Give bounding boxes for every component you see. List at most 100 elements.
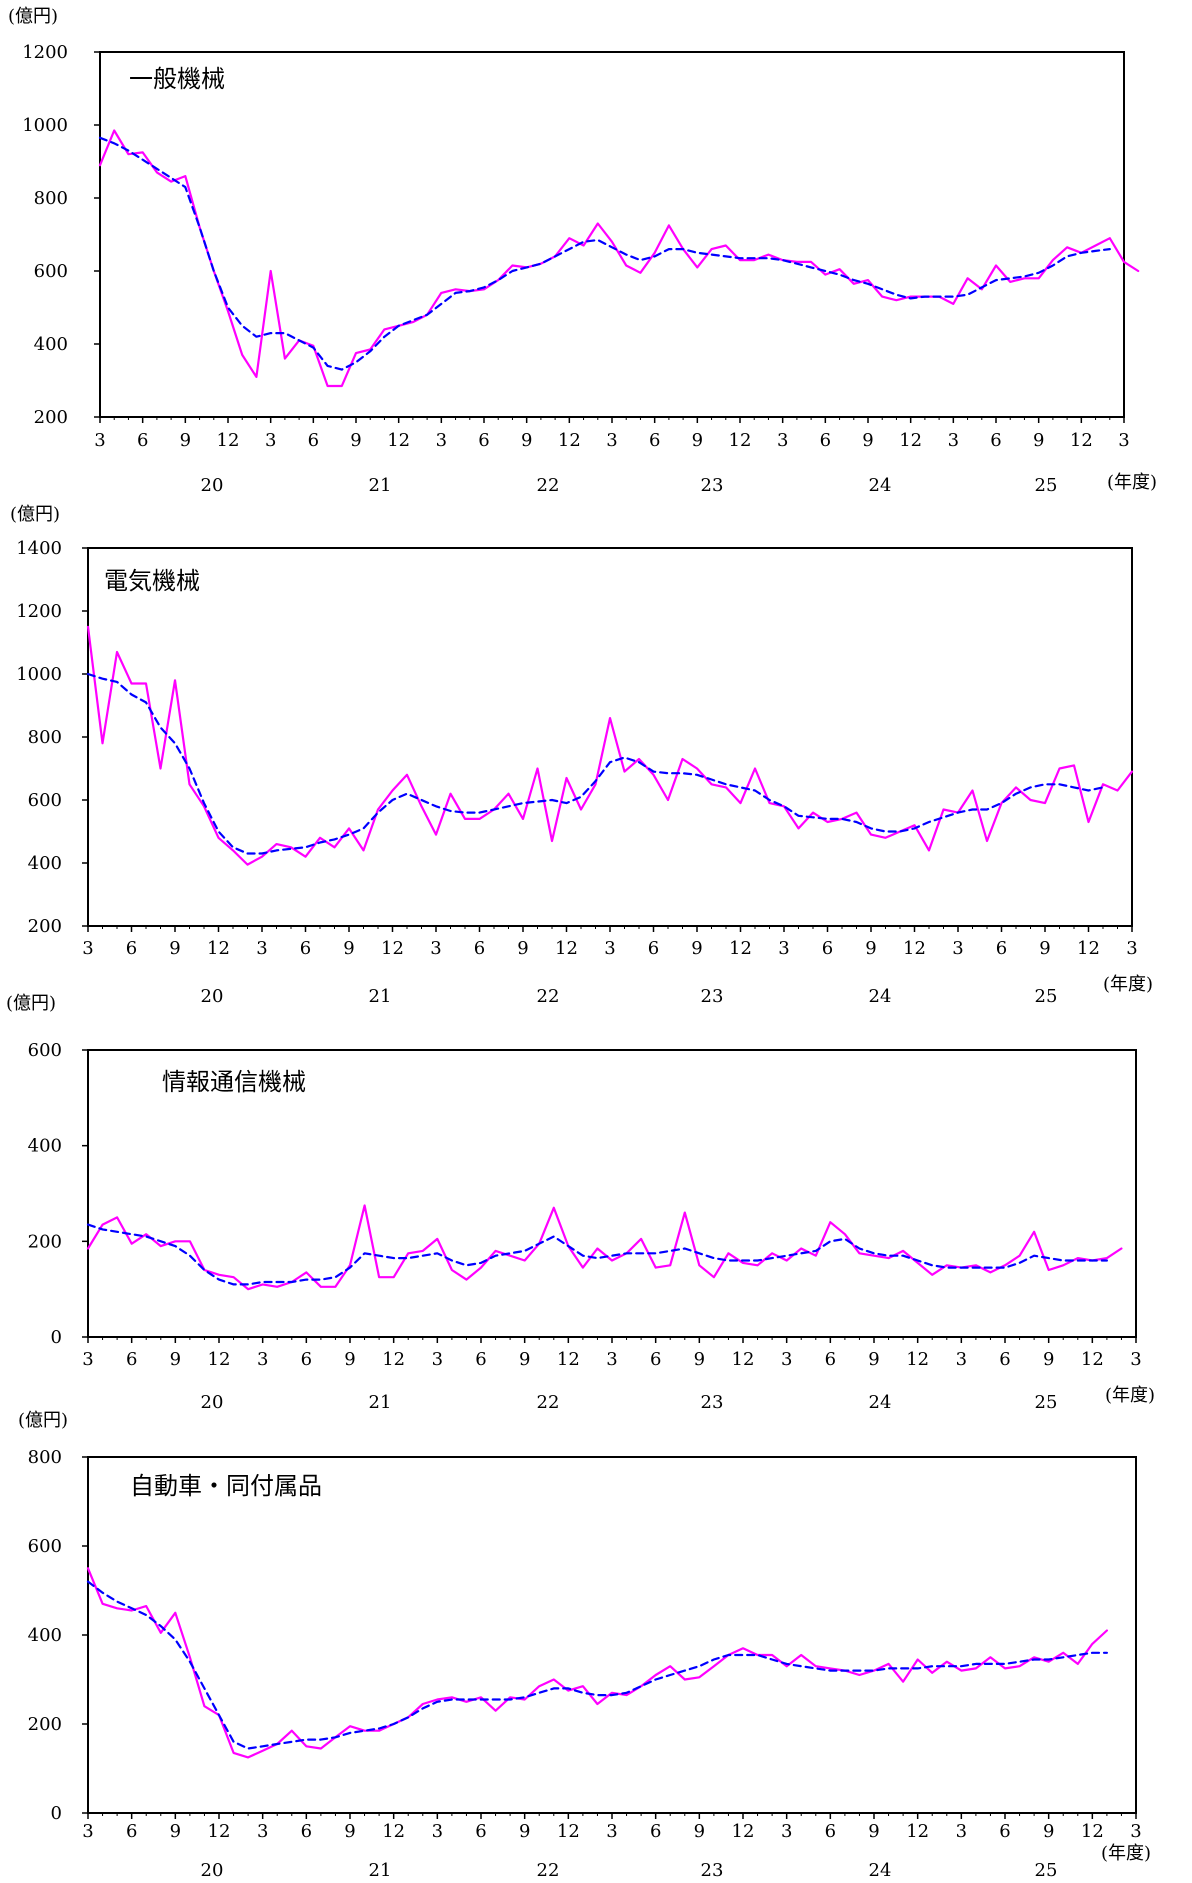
x-tick-label: 6 <box>137 430 148 451</box>
y-tick-label: 400 <box>28 1136 62 1157</box>
x-tick-label: 6 <box>126 938 137 959</box>
x-tick-label: 9 <box>868 1821 879 1842</box>
x-tick-label: 12 <box>732 1349 755 1370</box>
x-tick-label: 6 <box>475 1349 486 1370</box>
unit-label: (億円) <box>8 6 58 27</box>
x-tick-label: 6 <box>996 938 1007 959</box>
y-tick-label: 200 <box>34 407 68 428</box>
chart-panel-3: (億円) 0 200 400 600 3 6 9 12 3 6 9 12 3 6 9 12 3 6 9 12 3 6 9 12 3… <box>6 993 1155 1413</box>
y-tick-label: 800 <box>34 188 68 209</box>
x-tick-label: 12 <box>382 1821 405 1842</box>
x-tick-label: 3 <box>948 430 959 451</box>
fiscal-year-label: (年度) <box>1107 472 1157 493</box>
chart-title: 電気機械 <box>104 567 200 595</box>
trend-series-line <box>98 136 1111 371</box>
x-tick-label: 9 <box>169 938 180 959</box>
y-tick-label: 200 <box>28 1231 62 1252</box>
y-tick-label: 1200 <box>16 601 62 622</box>
x-tick-label: 3 <box>1130 1349 1141 1370</box>
fiscal-year-label: (年度) <box>1105 1385 1155 1406</box>
x-tick-label: 9 <box>343 938 354 959</box>
x-tick-label: 9 <box>868 1349 879 1370</box>
x-tick-label: 12 <box>557 1349 580 1370</box>
x-tick-label: 12 <box>1070 430 1093 451</box>
x-tick-label: 3 <box>1118 430 1129 451</box>
trend-series-line <box>86 672 1105 855</box>
x-tick-label: 6 <box>126 1821 137 1842</box>
x-tick-label: 12 <box>207 938 230 959</box>
x-tick-label: 12 <box>899 430 922 451</box>
y-tick-label: 0 <box>51 1327 62 1348</box>
year-label: 24 <box>869 986 892 1007</box>
x-tick-label: 12 <box>903 938 926 959</box>
x-tick-label: 9 <box>865 938 876 959</box>
trend-series-line <box>86 1223 1109 1286</box>
unit-label: (億円) <box>10 504 60 525</box>
fiscal-year-label: (年度) <box>1103 974 1153 995</box>
x-tick-label: 3 <box>606 430 617 451</box>
x-tick-label: 3 <box>432 1349 443 1370</box>
x-tick-label: 3 <box>606 1349 617 1370</box>
y-tick-label: 1200 <box>22 42 68 63</box>
x-tick-label: 3 <box>781 1821 792 1842</box>
year-label: 20 <box>201 475 224 496</box>
x-tick-label: 6 <box>308 430 319 451</box>
x-tick-label: 6 <box>822 938 833 959</box>
y-tick-label: 200 <box>28 916 62 937</box>
x-tick-label: 6 <box>300 938 311 959</box>
actual-series-line <box>86 1204 1123 1291</box>
unit-label: (億円) <box>18 1410 68 1431</box>
x-tick-label: 3 <box>952 938 963 959</box>
x-tick-label: 12 <box>381 938 404 959</box>
year-label: 25 <box>1035 1392 1058 1413</box>
x-tick-label: 12 <box>558 430 581 451</box>
x-tick-label: 6 <box>825 1349 836 1370</box>
year-label: 22 <box>537 986 560 1007</box>
x-tick-label: 3 <box>1130 1821 1141 1842</box>
x-tick-label: 6 <box>126 1349 137 1370</box>
x-tick-label: 6 <box>475 1821 486 1842</box>
year-label: 23 <box>701 1860 724 1881</box>
year-label: 25 <box>1035 1860 1058 1881</box>
x-tick-label: 9 <box>170 1821 181 1842</box>
x-tick-label: 6 <box>825 1821 836 1842</box>
year-label: 25 <box>1035 475 1058 496</box>
x-tick-label: 6 <box>474 938 485 959</box>
x-tick-label: 3 <box>82 1349 93 1370</box>
actual-series-line <box>86 625 1134 866</box>
y-tick-label: 1000 <box>22 115 68 136</box>
y-tick-label: 400 <box>34 334 68 355</box>
year-label: 23 <box>701 986 724 1007</box>
x-tick-label: 12 <box>217 430 240 451</box>
x-tick-label: 12 <box>387 430 410 451</box>
x-tick-label: 12 <box>732 1821 755 1842</box>
x-tick-label: 6 <box>650 1349 661 1370</box>
x-tick-label: 9 <box>180 430 191 451</box>
year-label: 21 <box>369 475 392 496</box>
x-tick-label: 3 <box>257 1821 268 1842</box>
x-tick-label: 9 <box>350 430 361 451</box>
x-tick-label: 12 <box>555 938 578 959</box>
x-tick-label: 3 <box>430 938 441 959</box>
x-tick-label: 9 <box>862 430 873 451</box>
x-tick-label: 3 <box>82 1821 93 1842</box>
x-tick-label: 3 <box>256 938 267 959</box>
plot-frame <box>87 547 1133 927</box>
x-tick-label: 9 <box>170 1349 181 1370</box>
x-tick-label: 3 <box>777 430 788 451</box>
year-label: 23 <box>701 475 724 496</box>
x-tick-label: 9 <box>691 938 702 959</box>
year-label: 24 <box>869 1392 892 1413</box>
x-tick-label: 12 <box>208 1349 231 1370</box>
x-tick-label: 12 <box>729 938 752 959</box>
x-tick-label: 12 <box>557 1821 580 1842</box>
chart-panel-1: (億円) 200 400 600 800 1000 1200 3 6 9 12 3 6 9 12 3 6 9 12 3… <box>8 6 1157 496</box>
year-label: 24 <box>869 475 892 496</box>
x-tick-label: 9 <box>1039 938 1050 959</box>
x-tick-label: 6 <box>999 1349 1010 1370</box>
year-label: 20 <box>201 1860 224 1881</box>
unit-label: (億円) <box>6 993 56 1014</box>
x-tick-label: 6 <box>820 430 831 451</box>
x-tick-label: 6 <box>999 1821 1010 1842</box>
